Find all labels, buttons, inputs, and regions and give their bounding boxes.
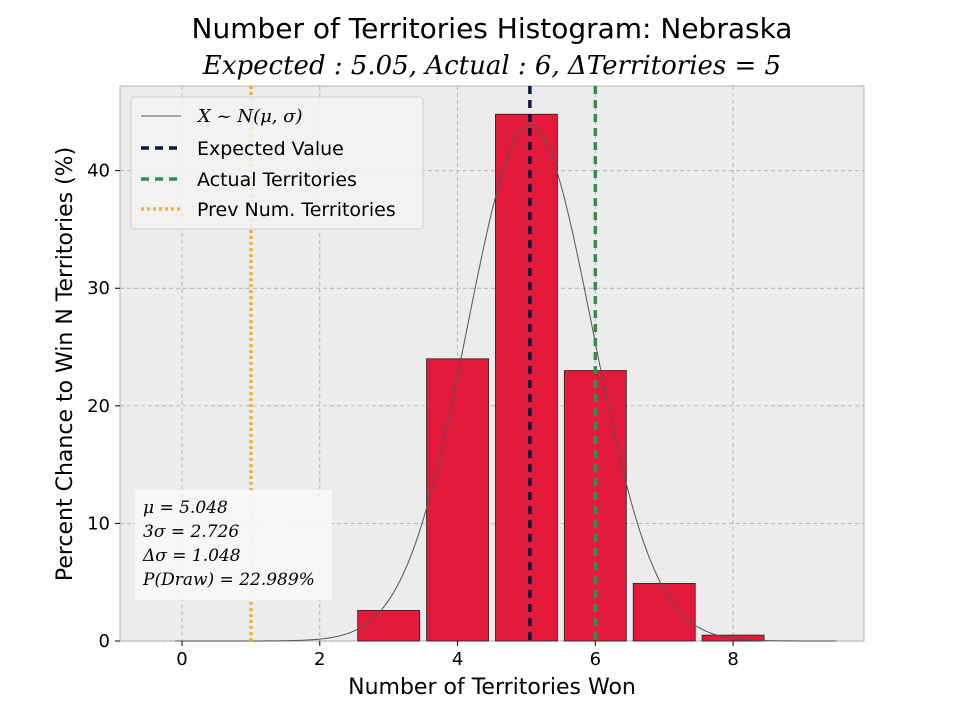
bar [495,113,558,642]
x-tick-label: 4 [452,649,463,670]
y-tick-label: 10 [87,513,110,534]
bar [426,358,489,642]
legend: X ~ N(μ, σ) Expected Value Actual Territ… [130,96,424,230]
legend-label-expected: Expected Value [197,138,344,160]
y-tick-label: 20 [87,396,110,417]
x-tick-label: 2 [314,649,325,670]
stats-line-mu: μ = 5.048 [143,498,228,518]
chart-subtitle: Expected : 5.05, Actual : 6, ΔTerritorie… [202,51,781,81]
legend-label-actual: Actual Territories [197,169,357,191]
legend-box [130,96,424,230]
chart-title: Number of Territories Histogram: Nebrask… [192,12,793,45]
bars-group [357,113,765,642]
bar [357,610,421,642]
legend-label-prev: Prev Num. Territories [197,199,396,221]
x-tick-label: 0 [176,649,187,670]
x-tick-label: 6 [590,649,601,670]
normal-curve-group [175,124,837,642]
stats-line-pdraw: P(Draw) = 22.989% [142,570,315,590]
axis-ticks: 0 2 4 6 8 0 10 20 30 40 [87,161,739,670]
y-tick-label: 30 [87,278,110,299]
y-axis-label: Percent Chance to Win N Territories (%) [53,147,78,581]
legend-label-curve: X ~ N(μ, σ) [196,106,303,127]
bar [632,582,696,642]
stats-line-delta-sigma: Δσ = 1.048 [142,546,241,566]
stats-box: μ = 5.048 3σ = 2.726 Δσ = 1.048 P(Draw) … [135,490,332,600]
stats-box-background [135,490,332,600]
y-tick-label: 0 [99,631,110,652]
normal-curve [175,124,837,642]
y-tick-label: 40 [87,161,110,182]
x-tick-label: 8 [727,649,738,670]
stats-line-3sigma: 3σ = 2.726 [143,522,239,542]
x-axis-label: Number of Territories Won [348,675,636,700]
